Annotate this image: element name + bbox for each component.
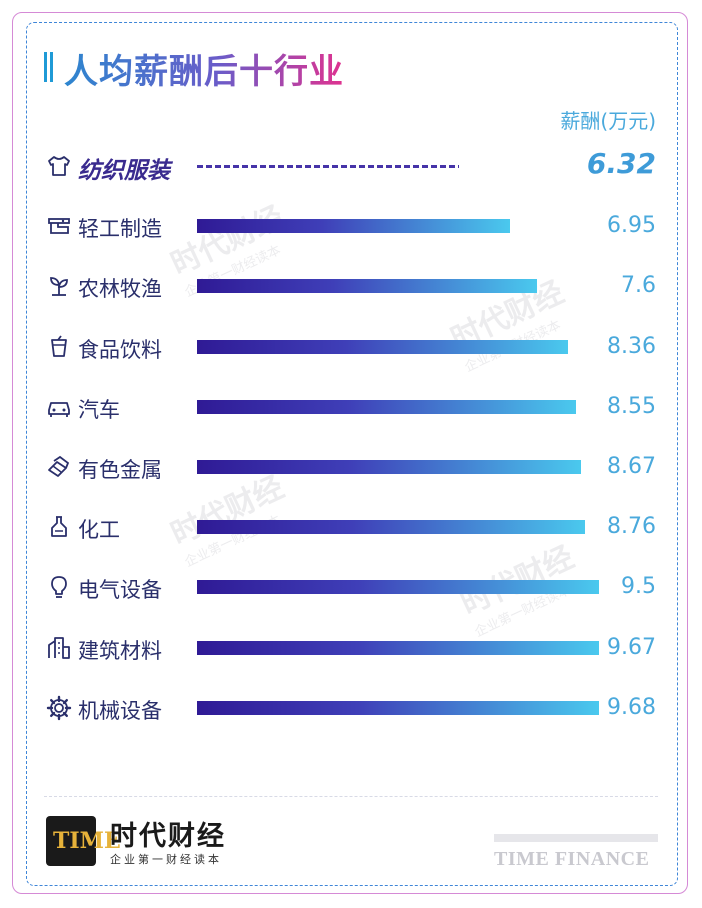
footer-divider [44,796,658,797]
cup-icon [51,335,67,357]
value-label: 7.6 [621,273,656,299]
category-label: 轻工制造 [78,217,162,242]
bar-row: 电气设备 9.5 [0,562,702,612]
bar-row: 汽车 8.55 [0,382,702,432]
bar [197,580,599,595]
bar [197,399,576,414]
category-label: 机械设备 [78,698,162,723]
bar [197,339,569,354]
brand-slogan: 企业第一财经读本 [110,853,222,866]
brand-name: 时代财经 [110,821,226,852]
value-label: 8.55 [607,393,656,419]
bar-row: 农林牧渔 7.6 [0,261,702,311]
bar-row: 轻工制造 6.95 [0,201,702,251]
value-label: 8.36 [607,333,656,359]
inner-frame [26,22,678,886]
brand-en-bar [494,834,658,842]
value-label: 8.67 [607,454,656,479]
outer-frame [12,12,688,894]
category-label: 农林牧渔 [78,277,162,302]
category-label: 汽车 [78,397,120,422]
bar [197,460,581,474]
lightbulb-icon [51,576,67,599]
bar [197,640,599,655]
title-marker [44,50,58,84]
metal-bars-icon [48,455,70,477]
unit-label: 薪酬(万元) [560,109,656,133]
logo-text: TIME [53,828,121,854]
category-label: 化工 [78,518,120,543]
category-label: 电气设备 [78,578,162,603]
gear-icon [46,695,72,720]
value-label: 9.67 [607,634,656,660]
value-label: 8.76 [607,514,656,540]
brand-logo: TIME [46,816,121,866]
sewing-machine-icon [48,218,70,235]
bar [197,279,537,294]
brand-en: TIME FINANCE [494,848,650,870]
bar-row: 有色金属 8.67 [0,442,702,492]
tshirt-icon [48,156,70,176]
bar-row: 食品饮料 8.36 [0,322,702,372]
value-label: 9.68 [607,694,656,720]
bar [197,700,599,715]
bar-row: 纺织服装 6.32 [0,141,702,191]
car-icon [48,401,70,417]
value-label: 6.95 [607,213,656,239]
bar-row: 机械设备 9.68 [0,683,702,733]
chemical-icon [51,516,67,538]
category-label: 有色金属 [78,458,162,482]
category-label: 纺织服装 [78,158,170,184]
plant-icon [50,277,68,297]
bar-chart: 纺织服装 6.32 轻工制造 6.95 农林牧渔 7.6 食品饮料 8.36 汽车 8.55 有色金… [0,141,702,733]
building-icon [48,636,70,659]
bar-row: 化工 8.76 [0,502,702,552]
bar [197,520,585,535]
chart-title: 人均薪酬后十行业 [64,44,344,93]
value-label: 6.32 [586,147,656,180]
value-label: 9.5 [621,574,656,600]
bar [197,219,510,234]
category-label: 建筑材料 [78,638,162,663]
bar [197,165,459,168]
bar-row: 建筑材料 9.67 [0,623,702,673]
category-label: 食品饮料 [78,337,162,362]
